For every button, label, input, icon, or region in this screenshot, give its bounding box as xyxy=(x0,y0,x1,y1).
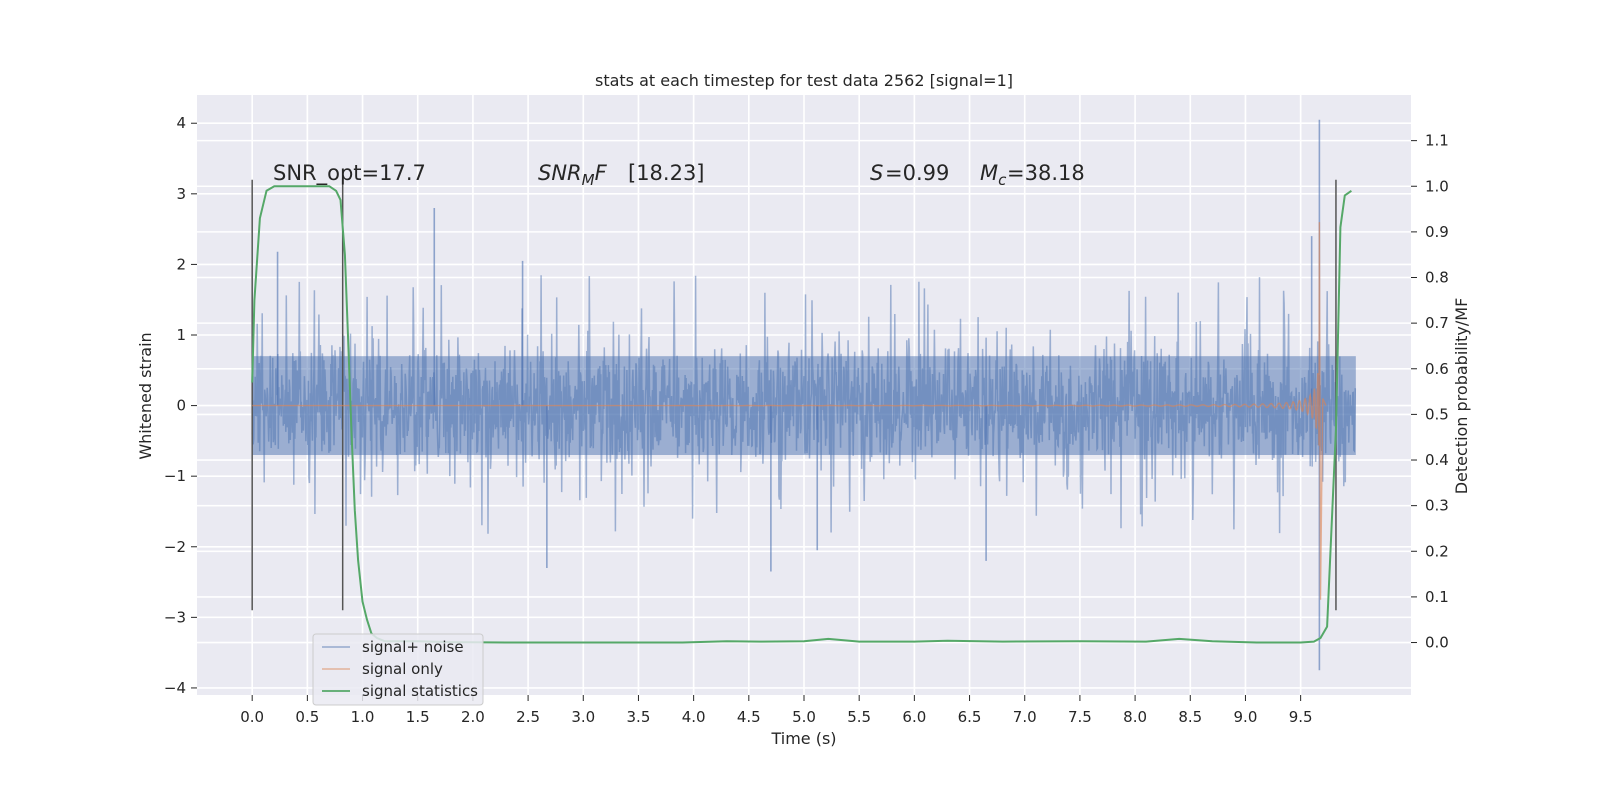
x-tick-label: 8.5 xyxy=(1178,708,1202,726)
chart-title: stats at each timestep for test data 256… xyxy=(595,71,1013,90)
annotation-chirp-mass: Mc =38.18 xyxy=(980,161,1085,189)
annotation-snr-mf-value: [18.23] xyxy=(628,161,705,185)
x-tick-label: 4.5 xyxy=(737,708,761,726)
y-tick-label: −1 xyxy=(164,467,186,485)
y2-tick-label: 0.7 xyxy=(1425,314,1449,332)
annotation-snr-mf: SNRMF [18.23] xyxy=(538,161,705,189)
y2-tick-label: 0.0 xyxy=(1425,634,1449,652)
x-tick-label: 5.5 xyxy=(847,708,871,726)
y2-tick-label: 0.8 xyxy=(1425,269,1449,287)
statistics-line xyxy=(251,185,1352,644)
x-axis-ticks: 0.0 0.5 1.0 1.5 2.0 2.5 3.0 3.5 4.0 4.5 5.0 5.5 6.0 6… xyxy=(240,695,1313,726)
y2-tick-label: 1.0 xyxy=(1425,177,1449,195)
y-tick-label: 3 xyxy=(176,185,186,203)
x-tick-label: 9.0 xyxy=(1234,708,1258,726)
x-tick-label: 1.0 xyxy=(351,708,375,726)
annotation-stat: S =0.99 xyxy=(870,161,949,185)
y2-tick-label: 0.6 xyxy=(1425,360,1449,378)
x-tick-label: 9.5 xyxy=(1289,708,1313,726)
y-tick-label: 0 xyxy=(176,397,186,415)
y-tick-label: 4 xyxy=(176,114,186,132)
legend-frame xyxy=(312,633,484,706)
x-tick-label: 5.0 xyxy=(792,708,816,726)
y-tick-label: −4 xyxy=(164,679,186,697)
x-tick-label: 0.5 xyxy=(295,708,319,726)
y2-axis-ticks: 1.1 1.0 0.9 0.8 0.7 0.6 0.5 0.4 0.3 0.2 0.1 0.0 xyxy=(1411,132,1449,652)
y2-tick-label: 1.1 xyxy=(1425,132,1449,150)
annotation-snr-opt: SNR_opt=17.7 xyxy=(273,161,426,186)
y2-tick-label: 0.4 xyxy=(1425,451,1449,469)
svg-text:SNRMF: SNRMF xyxy=(538,161,608,189)
x-tick-label: 6.5 xyxy=(958,708,982,726)
annotation-chirp-mass-value: =38.18 xyxy=(1007,161,1085,185)
x-tick-label: 7.5 xyxy=(1068,708,1092,726)
x-tick-label: 1.5 xyxy=(406,708,430,726)
y2-tick-label: 0.5 xyxy=(1425,405,1449,423)
y2-tick-label: 0.2 xyxy=(1425,542,1449,560)
signal-only-series xyxy=(252,222,1327,600)
legend-label-noise: signal+ noise xyxy=(362,638,464,656)
signal-trace xyxy=(252,222,1327,600)
x-tick-label: 8.0 xyxy=(1123,708,1147,726)
y-axis-label: Whitened strain xyxy=(136,332,155,459)
x-axis-label: Time (s) xyxy=(770,729,836,748)
y2-tick-label: 0.1 xyxy=(1425,588,1449,606)
y2-tick-label: 0.9 xyxy=(1425,223,1449,241)
y-tick-label: −2 xyxy=(164,538,186,556)
x-tick-label: 3.5 xyxy=(627,708,651,726)
legend: signal+ noise signal only signal statist… xyxy=(312,633,484,706)
y-tick-label: 2 xyxy=(176,255,186,273)
x-tick-label: 2.5 xyxy=(516,708,540,726)
x-tick-label: 3.0 xyxy=(571,708,595,726)
y-tick-label: 1 xyxy=(176,326,186,344)
legend-label-signal: signal only xyxy=(362,660,443,678)
y-tick-label: −3 xyxy=(164,608,186,626)
x-tick-label: 4.0 xyxy=(682,708,706,726)
x-tick-label: 0.0 xyxy=(240,708,264,726)
legend-label-statistics: signal statistics xyxy=(362,682,478,700)
x-tick-label: 6.0 xyxy=(902,708,926,726)
x-tick-label: 7.0 xyxy=(1013,708,1037,726)
y2-axis-label: Detection probability/MF xyxy=(1452,298,1471,495)
y2-tick-label: 0.3 xyxy=(1425,497,1449,515)
svg-text:Mc: Mc xyxy=(980,161,1007,189)
x-tick-label: 2.0 xyxy=(461,708,485,726)
signal-statistics-series xyxy=(251,185,1352,644)
svg-text:S: S xyxy=(870,161,883,185)
y-axis-ticks: 4 3 2 1 0 −1 −2 −3 −4 xyxy=(164,114,197,697)
annotation-stat-value: =0.99 xyxy=(885,161,949,185)
